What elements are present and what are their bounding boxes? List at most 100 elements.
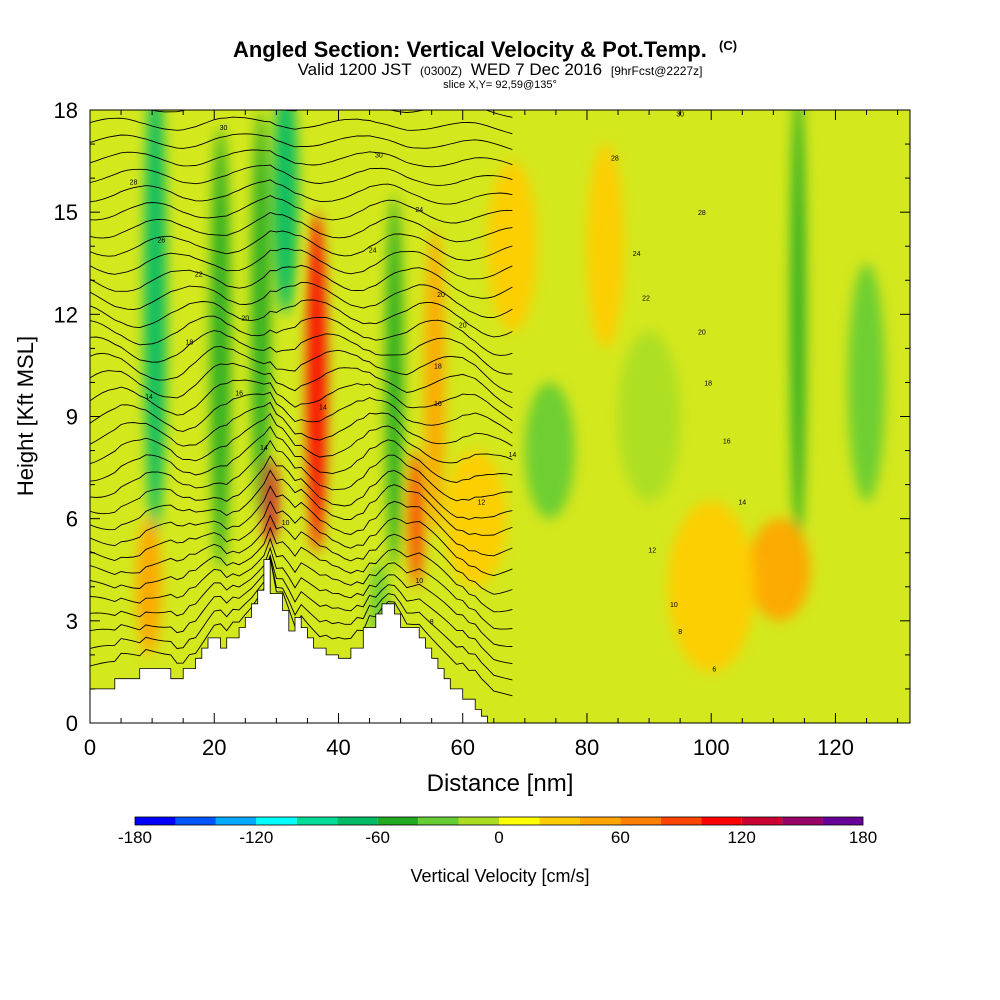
x-axis: 0 20 40 60 80 100 120 bbox=[84, 110, 899, 760]
theta-contour bbox=[90, 195, 513, 224]
theta-contour bbox=[90, 557, 513, 697]
plot-area: 28 30 26 22 18 20 14 16 14 10 14 30 24 24 20 20 18 16 14 12… bbox=[90, 110, 910, 723]
x-tick-label: 40 bbox=[326, 735, 350, 760]
colorbar-frame bbox=[134, 816, 864, 826]
y-tick-label: 6 bbox=[66, 507, 78, 532]
x-tick-label: 100 bbox=[693, 735, 730, 760]
contour-label: 28 bbox=[611, 156, 619, 163]
chart-title-text: Angled Section: Vertical Velocity & Pot.… bbox=[233, 37, 707, 62]
x-tick-label: 0 bbox=[84, 735, 96, 760]
x-tick-label: 60 bbox=[450, 735, 474, 760]
y-axis-label: Height [Kft MSL] bbox=[13, 336, 38, 496]
contour-label: 10 bbox=[282, 520, 290, 527]
y-tick-label: 12 bbox=[54, 302, 78, 327]
theta-contour bbox=[90, 526, 513, 613]
contour-label: 28 bbox=[698, 210, 706, 217]
contour-label: 14 bbox=[509, 452, 517, 459]
colorbar-tick-label: -180 bbox=[118, 828, 152, 847]
theta-contour bbox=[90, 455, 513, 520]
colorbar-segment bbox=[256, 817, 297, 825]
theta-contour bbox=[90, 116, 513, 135]
contour-label: 10 bbox=[670, 602, 678, 609]
x-tick-label: 80 bbox=[575, 735, 599, 760]
theta-contour bbox=[90, 469, 513, 536]
theta-contour bbox=[90, 500, 513, 577]
theta-contour bbox=[90, 557, 513, 681]
y-tick-label: 18 bbox=[54, 98, 78, 123]
velocity-feature bbox=[136, 518, 162, 655]
velocity-feature bbox=[144, 110, 167, 536]
contour-label: 20 bbox=[459, 323, 467, 330]
y-tick-label: 0 bbox=[66, 711, 78, 736]
colorbar: -180 -120 -60 0 60 120 180 bbox=[118, 816, 877, 847]
colorbar-segment bbox=[499, 817, 540, 825]
colorbar-tick-label: 180 bbox=[849, 828, 877, 847]
colorbar-tick-label: -120 bbox=[239, 828, 273, 847]
theta-contour bbox=[90, 514, 513, 595]
contour-label: 8 bbox=[678, 629, 682, 636]
theta-contour bbox=[90, 425, 513, 483]
theta-contour bbox=[90, 439, 513, 502]
contour-label: 16 bbox=[434, 401, 442, 408]
colorbar-segment bbox=[701, 817, 742, 825]
chart-title-units: (C) bbox=[719, 38, 737, 53]
velocity-feature bbox=[667, 501, 755, 672]
velocity-feature bbox=[847, 263, 886, 502]
theta-contour bbox=[90, 248, 513, 280]
colorbar-segment bbox=[418, 817, 459, 825]
contour-label: 8 bbox=[430, 619, 434, 626]
theta-contour bbox=[90, 230, 513, 261]
colorbar-segment bbox=[215, 817, 257, 825]
y-axis: 0 3 6 9 12 15 18 bbox=[54, 98, 910, 736]
theta-contour bbox=[90, 401, 513, 447]
theta-contour bbox=[90, 546, 513, 647]
y-tick-label: 15 bbox=[54, 200, 78, 225]
contour-label: 16 bbox=[235, 391, 243, 398]
velocity-feature bbox=[210, 127, 231, 570]
velocity-feature bbox=[306, 212, 327, 553]
contour-label: 20 bbox=[698, 329, 706, 336]
y-tick-label: 9 bbox=[66, 405, 78, 430]
colorbar-segment bbox=[782, 817, 823, 825]
contour-label: 16 bbox=[723, 438, 731, 445]
contour-label: 18 bbox=[434, 363, 442, 370]
theta-contour bbox=[90, 164, 513, 186]
colorbar-segment bbox=[135, 817, 176, 825]
colorbar-segment bbox=[296, 817, 338, 825]
theta-contour bbox=[90, 133, 513, 150]
x-tick-label: 120 bbox=[817, 735, 854, 760]
subtitle-z: (0300Z) bbox=[420, 64, 462, 78]
colorbar-tick-label: 0 bbox=[494, 828, 503, 847]
velocity-feature bbox=[586, 144, 625, 349]
contour-label: 14 bbox=[260, 445, 268, 452]
theta-contour bbox=[90, 212, 513, 243]
contour-label: 14 bbox=[145, 394, 153, 401]
theta-contour bbox=[90, 299, 513, 338]
potential-temperature-contours bbox=[90, 110, 513, 697]
theta-contour bbox=[90, 554, 513, 665]
colorbar-segment bbox=[660, 817, 702, 825]
velocity-feature bbox=[748, 518, 811, 621]
contour-label: 24 bbox=[633, 251, 641, 258]
y-tick-label: 3 bbox=[66, 609, 78, 634]
subtitle-valid: Valid 1200 JST bbox=[298, 60, 412, 79]
velocity-feature bbox=[524, 382, 575, 519]
subtitle-date: WED 7 Dec 2016 bbox=[471, 60, 602, 79]
contour-label: 18 bbox=[185, 340, 193, 347]
theta-contour bbox=[90, 179, 513, 205]
contour-label: 12 bbox=[648, 547, 656, 554]
contour-label: 12 bbox=[477, 500, 485, 507]
theta-contour bbox=[90, 362, 513, 409]
colorbar-tick-label: 120 bbox=[727, 828, 755, 847]
contour-label: 30 bbox=[375, 152, 383, 159]
contour-label: 14 bbox=[319, 404, 327, 411]
terrain-layer bbox=[90, 559, 513, 723]
contour-label: 30 bbox=[220, 125, 228, 132]
velocity-feature bbox=[273, 110, 299, 315]
colorbar-label: Vertical Velocity [cm/s] bbox=[410, 866, 589, 886]
theta-contour bbox=[90, 345, 513, 393]
contour-label: 24 bbox=[415, 207, 423, 214]
theta-contour bbox=[90, 379, 513, 422]
velocity-feature bbox=[408, 450, 424, 587]
velocity-feature bbox=[251, 110, 271, 519]
